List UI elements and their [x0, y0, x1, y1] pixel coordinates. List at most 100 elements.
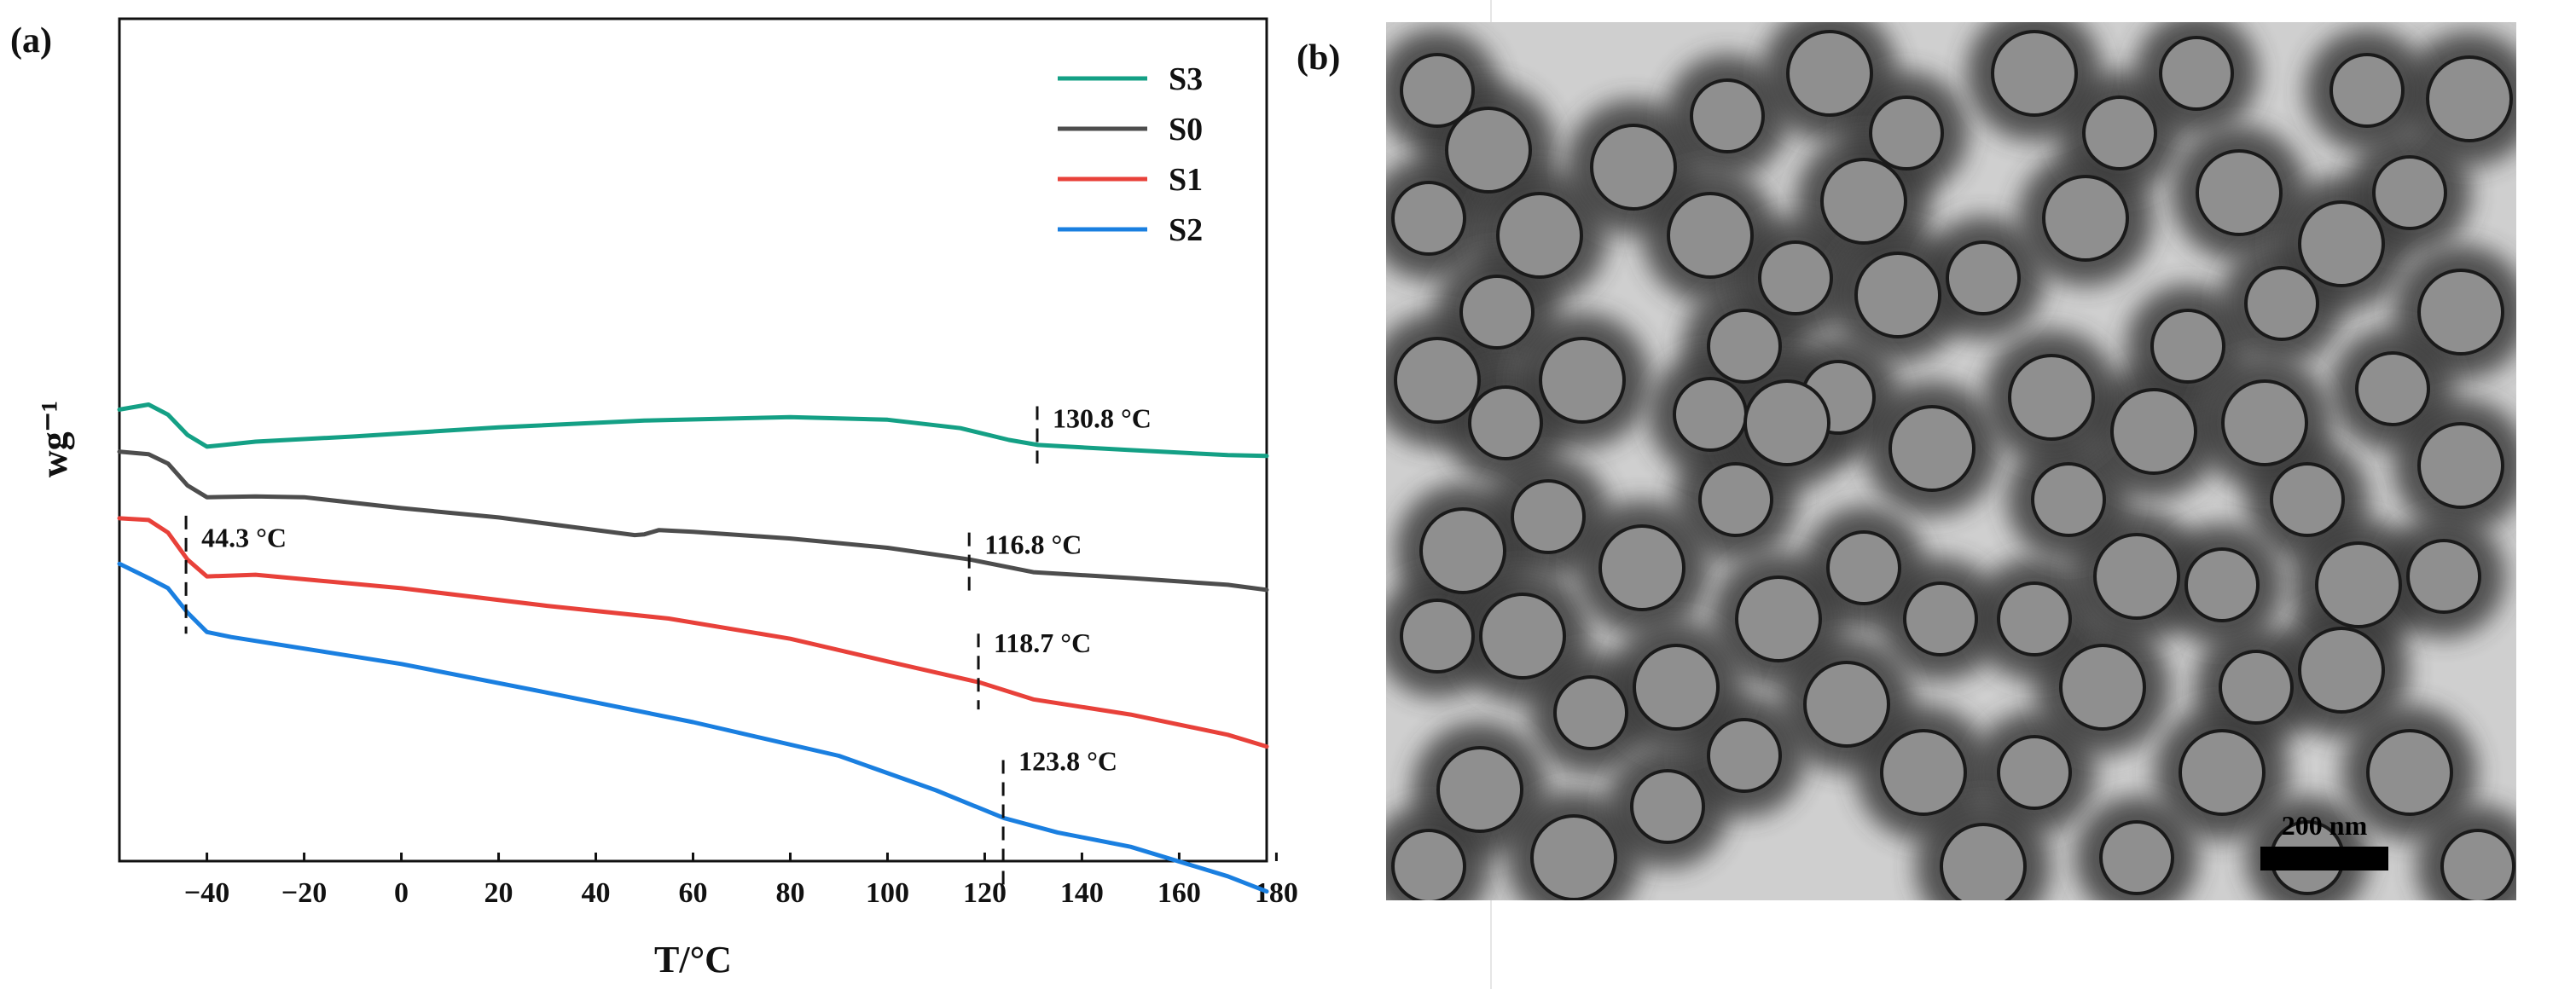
series-line-s3: [117, 402, 1269, 459]
particle-core: [1735, 575, 1822, 662]
legend: S3 S0 S1 S2: [1058, 61, 1203, 248]
particle-core: [2315, 541, 2402, 628]
annotation-label: 44.3 °C: [201, 523, 287, 553]
annotation-label: 118.7 °C: [994, 628, 1091, 658]
particle-core: [1903, 581, 1978, 656]
particle-core: [2110, 388, 2197, 475]
tem-micrograph: [1386, 22, 2516, 900]
x-tick-label: 180: [1255, 877, 1298, 909]
particle-core: [1630, 769, 1705, 844]
particle-core: [1530, 814, 1617, 900]
particle-core: [2219, 650, 2294, 725]
particle-core: [2184, 547, 2260, 622]
annotation-label: 116.8 °C: [984, 529, 1082, 560]
particle-core: [2355, 351, 2430, 426]
particle-core: [1391, 829, 1466, 900]
particle-core: [1997, 735, 2072, 810]
series-line-s1: [117, 516, 1269, 749]
particle-core: [1997, 581, 2072, 656]
series-lines: [117, 402, 1269, 894]
particle-core: [1690, 78, 1765, 153]
particle-core: [1820, 158, 1907, 245]
panel-b-label: (b): [1297, 38, 1341, 78]
x-tick-label: −20: [281, 877, 327, 909]
series-line-s2: [117, 561, 1269, 894]
tem-particles: [1386, 22, 2516, 900]
x-tick-label: 80: [775, 877, 804, 909]
particle-core: [1468, 385, 1543, 460]
scale-bar-group: 200 nm: [2256, 810, 2393, 870]
particle-core: [1946, 240, 2021, 315]
particle-core: [1880, 729, 1967, 816]
scale-bar-label: 200 nm: [2281, 810, 2368, 841]
particle-core: [1553, 675, 1628, 750]
legend-label: S1: [1169, 162, 1203, 198]
particle-core: [1888, 405, 1976, 492]
particle-core: [2159, 36, 2234, 111]
particle-core: [2417, 269, 2504, 356]
x-tick-label: 60: [679, 877, 708, 909]
particle-core: [1436, 746, 1523, 833]
particle-core: [1590, 124, 1677, 211]
particle-core: [1400, 599, 1475, 674]
x-tick-label: 120: [963, 877, 1007, 909]
legend-label: S3: [1169, 61, 1203, 97]
particle-core: [1419, 507, 1506, 594]
particle-core: [2196, 149, 2283, 236]
particle-core: [2298, 627, 2385, 714]
particle-core: [1459, 275, 1535, 350]
particle-core: [2426, 55, 2513, 142]
particle-core: [2372, 155, 2447, 230]
particle-core: [2008, 354, 2095, 441]
particle-core: [1940, 823, 2027, 900]
x-tick-label: −40: [184, 877, 229, 909]
x-tick-label: 100: [866, 877, 909, 909]
x-tick-label: 40: [582, 877, 611, 909]
particle-core: [1391, 181, 1466, 256]
particle-core: [1496, 192, 1583, 279]
particle-core: [2244, 266, 2319, 341]
annotation-label: 123.8 °C: [1018, 745, 1117, 776]
particle-core: [1394, 337, 1481, 424]
particle-core: [1698, 462, 1773, 537]
legend-label: S2: [1169, 212, 1203, 248]
particle-core: [1991, 30, 2078, 117]
particle-core: [2221, 379, 2308, 466]
particle-core: [1673, 377, 1748, 452]
dsc-chart: −40 −20 0 20 40 60 80 100 120 140 160 180 44.3 °C 13…: [33, 17, 1298, 980]
particle-core: [1445, 107, 1532, 194]
particle-core: [1758, 240, 1833, 315]
axes: −40 −20 0 20 40 60 80 100 120 140 160 180: [118, 17, 1298, 909]
particle-core: [2270, 462, 2345, 537]
particle-core: [2082, 95, 2157, 171]
x-tick-label: 140: [1060, 877, 1104, 909]
x-tick-label: 160: [1157, 877, 1201, 909]
particle-core: [2150, 309, 2225, 384]
particle-core: [2329, 53, 2405, 128]
particle-core: [2099, 820, 2174, 895]
particle-core: [1598, 524, 1685, 611]
particle-core: [1869, 95, 1944, 171]
particle-core: [2093, 533, 2180, 620]
particle-core: [1707, 309, 1782, 384]
particle-core: [2042, 175, 2129, 262]
x-tick-label: 20: [484, 877, 513, 909]
panel-a-label: (a): [10, 21, 52, 61]
x-tick-label: 0: [394, 877, 409, 909]
particle-core: [1826, 530, 1901, 605]
particle-core: [2179, 729, 2266, 816]
particle-core: [1539, 337, 1626, 424]
annotation-label: 130.8 °C: [1053, 402, 1152, 433]
particle-core: [2031, 462, 2106, 537]
annotations: 44.3 °C 130.8 °C 116.8 °C 118.7 °C 123.8 °C: [184, 402, 1152, 895]
particle-core: [2406, 539, 2481, 614]
particle-core: [1479, 593, 1566, 680]
x-axis-title: T/°C: [654, 939, 732, 980]
particle-core: [1854, 252, 1941, 338]
particle-core: [1511, 479, 1586, 554]
particle-core: [2417, 422, 2504, 509]
particle-core: [2366, 729, 2453, 816]
legend-label: S0: [1169, 112, 1203, 147]
particle-core: [1743, 379, 1830, 466]
particle-core: [1786, 30, 1873, 117]
